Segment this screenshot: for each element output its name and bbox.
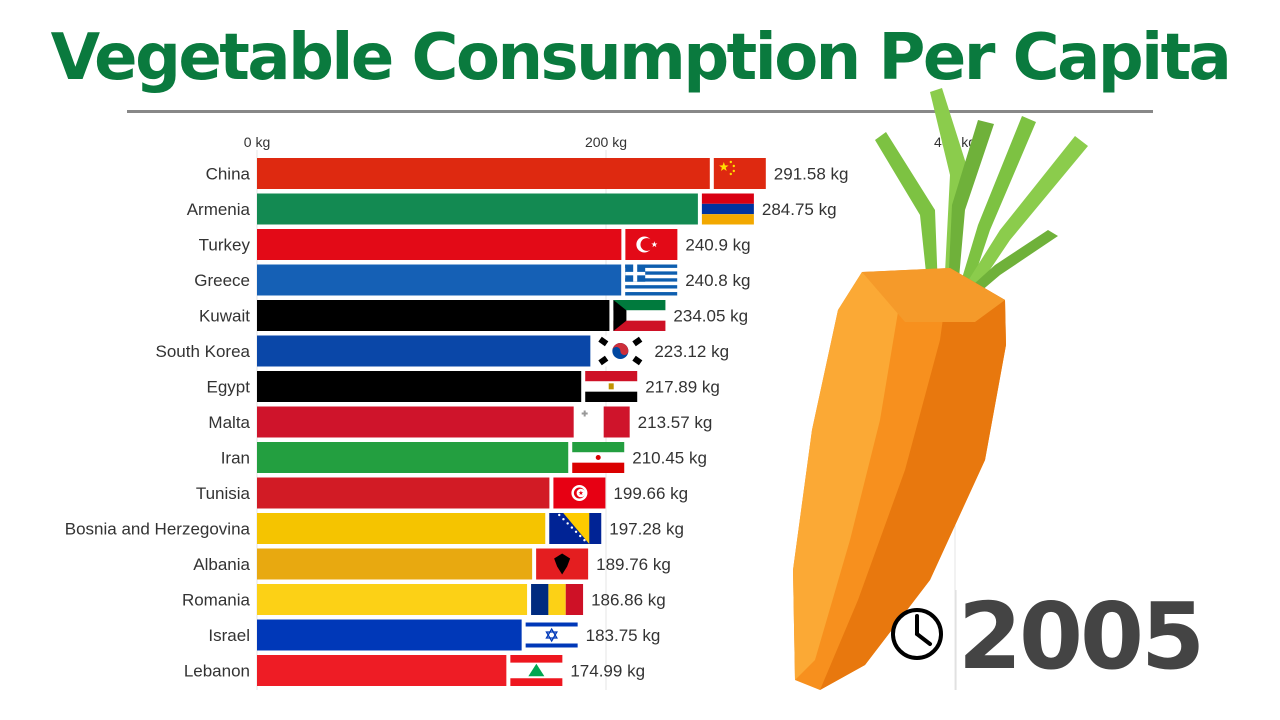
carrot-leaf (948, 120, 994, 290)
category-label: Israel (208, 626, 250, 645)
value-label: 210.45 kg (632, 449, 707, 468)
china-flag-icon (713, 158, 766, 189)
armenia-flag-icon (701, 193, 754, 225)
x-tick-label: 200 kg (585, 134, 627, 150)
category-label: Armenia (187, 200, 251, 219)
value-label: 284.75 kg (762, 200, 837, 219)
value-label: 240.8 kg (685, 271, 750, 290)
israel-flag-icon (525, 619, 578, 651)
bar-group: Malta 213.57 kg (208, 406, 713, 438)
value-label: 240.9 kg (685, 236, 750, 255)
bosnia-flag-icon (549, 513, 602, 544)
bar (257, 193, 698, 225)
value-label: 186.86 kg (591, 591, 666, 610)
category-label: South Korea (155, 342, 250, 361)
category-label: Egypt (207, 378, 251, 397)
clock-icon (891, 608, 943, 660)
south-korea-flag-icon (594, 335, 647, 367)
bar-group: Albania 189.76 kg (193, 548, 671, 580)
kuwait-flag-icon (613, 300, 666, 331)
bar (257, 655, 507, 686)
category-label: Malta (208, 413, 250, 432)
value-label: 223.12 kg (654, 342, 729, 361)
bar (257, 513, 546, 544)
bar-group: Greece 240.8 kg (194, 264, 750, 296)
bar (257, 584, 528, 615)
value-label: 189.76 kg (596, 555, 671, 574)
value-label: 213.57 kg (638, 413, 713, 432)
bar (257, 264, 622, 296)
bar (257, 158, 710, 189)
category-label: Iran (221, 449, 250, 468)
albania-flag-icon (536, 548, 589, 580)
romania-flag-icon (531, 584, 584, 615)
category-label: Kuwait (199, 307, 250, 326)
bar (257, 406, 574, 438)
tunisia-flag-icon (553, 477, 606, 509)
bar (257, 371, 582, 402)
category-label: Tunisia (196, 484, 251, 503)
carrot-leaf (966, 136, 1088, 292)
bar (257, 300, 610, 331)
iran-flag-icon (572, 442, 625, 473)
bar-group: Tunisia 199.66 kg (196, 477, 688, 509)
year-indicator: 2005 (891, 583, 1205, 690)
value-label: 234.05 kg (673, 307, 748, 326)
category-label: Lebanon (184, 662, 250, 681)
carrot-leaf (960, 116, 1036, 290)
value-label: 197.28 kg (609, 520, 684, 539)
value-label: 174.99 kg (570, 662, 645, 681)
value-label: 183.75 kg (586, 626, 661, 645)
bar (257, 477, 550, 509)
bar (257, 548, 533, 580)
bar-group: China 291.58 kg (206, 158, 849, 189)
carrot-body-shade (820, 268, 1006, 690)
bar-group: Bosnia and Herzegovina 197.28 kg (65, 513, 684, 544)
carrot-top (862, 268, 1005, 322)
category-label: Romania (182, 591, 251, 610)
bar-group: South Korea 223.12 kg (155, 335, 729, 367)
greece-flag-icon (625, 264, 678, 296)
category-label: China (206, 165, 251, 184)
lebanon-flag-icon (510, 655, 563, 686)
bar (257, 619, 522, 651)
egypt-flag-icon (585, 371, 638, 402)
bar (257, 335, 591, 367)
title-divider (127, 110, 1153, 113)
carrot-illustration (793, 88, 1088, 690)
x-tick-label: 0 kg (244, 134, 270, 150)
bar-group: Romania 186.86 kg (182, 584, 666, 615)
carrot-leaf (875, 132, 938, 292)
chart-title: Vegetable Consumption Per Capita (50, 21, 1232, 95)
year-label: 2005 (958, 583, 1202, 690)
bar-group: Turkey 240.9 kg (199, 229, 751, 260)
category-label: Turkey (199, 236, 251, 255)
value-label: 199.66 kg (613, 484, 688, 503)
category-label: Greece (194, 271, 250, 290)
bar-group: Israel 183.75 kg (208, 619, 661, 651)
value-label: 291.58 kg (774, 165, 849, 184)
bar-group: Egypt 217.89 kg (207, 371, 720, 402)
bar (257, 442, 569, 473)
value-label: 217.89 kg (645, 378, 720, 397)
bars: China 291.58 kg Armenia 284.75 kg Turkey 240.… (65, 158, 849, 686)
category-label: Bosnia and Herzegovina (65, 520, 251, 539)
bar-group: Iran 210.45 kg (221, 442, 707, 473)
turkey-flag-icon (625, 229, 678, 260)
carrot-body-highlight (793, 272, 900, 680)
carrot-leaf (974, 230, 1058, 292)
bar-group: Kuwait 234.05 kg (199, 300, 748, 331)
malta-flag-icon (577, 406, 630, 438)
bar (257, 229, 622, 260)
bar-group: Armenia 284.75 kg (187, 193, 837, 225)
category-label: Albania (193, 555, 250, 574)
bar-group: Lebanon 174.99 kg (184, 655, 645, 686)
